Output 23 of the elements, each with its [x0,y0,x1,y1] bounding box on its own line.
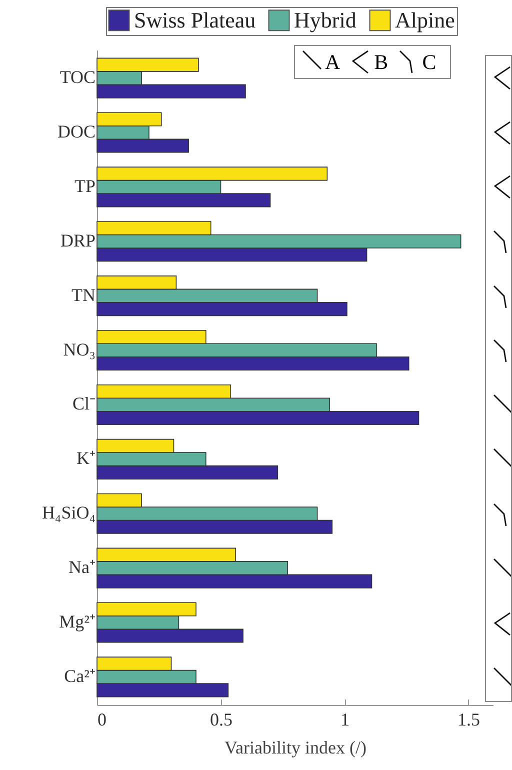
y-tick-label: TP [74,176,96,196]
y-tick-label: K⁺ [76,448,96,468]
y-tick-label: TOC [60,67,96,88]
annotation: B [374,50,388,74]
y-tick-label: DOC [57,121,96,142]
y-tick-label: TN [72,284,96,305]
x-tick-label: 0.5 [210,710,232,730]
annotation: C [422,50,436,74]
annotation: A [325,50,340,74]
x-tick-label: 1.5 [458,710,480,730]
y-tick-label: Na⁺ [68,557,96,578]
y-tick-label: Cl⁻ [72,394,96,414]
x-tick-label: 1 [340,710,350,730]
y-tick-label: NO₃ [63,339,96,360]
legend-label: Swiss Plateau [134,7,256,32]
x-tick-label: 0 [98,710,106,730]
y-tick-label: Ca²⁺ [64,666,96,686]
y-tick-label: H₄SiO₄ [42,502,96,523]
y-tick-label: DRP [60,230,96,250]
y-tick-label: Mg²⁺ [59,612,96,632]
legend-label: Hybrid [294,7,356,32]
x-axis-title: Variability index (/) [224,738,366,758]
legend-label: Alpine [395,7,455,32]
